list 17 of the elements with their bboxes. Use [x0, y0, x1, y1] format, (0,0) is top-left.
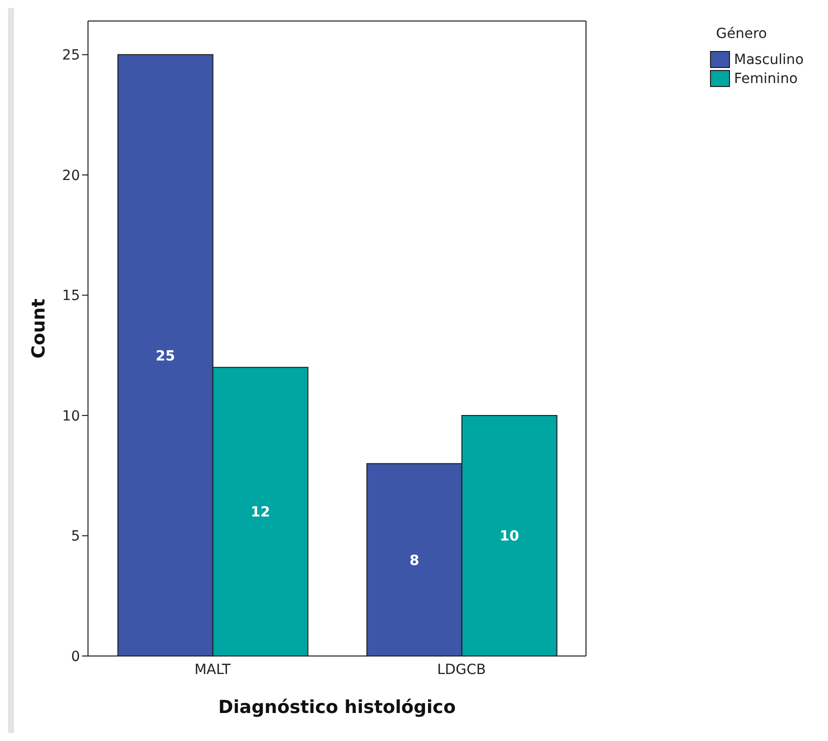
data-label: 10 [500, 528, 520, 545]
y-tick-label: 10 [62, 408, 80, 424]
x-tick-label: LDGCB [437, 662, 486, 678]
data-label: 12 [250, 504, 270, 521]
y-axis-title: Count [28, 298, 50, 358]
y-tick-label: 15 [62, 288, 80, 304]
legend-title: Género [716, 26, 768, 42]
x-tick-label: MALT [194, 662, 231, 678]
y-tick-label: 0 [71, 648, 80, 665]
y-tick-label: 25 [62, 48, 80, 64]
y-tick-label: 20 [62, 168, 80, 184]
x-axis-title: Diagnóstico histológico [218, 697, 456, 718]
legend-label: Masculino [734, 52, 804, 68]
data-label: 8 [410, 552, 420, 569]
data-label: 25 [156, 348, 176, 364]
legend-label: Feminino [734, 70, 798, 86]
y-tick-label: 5 [71, 528, 80, 545]
